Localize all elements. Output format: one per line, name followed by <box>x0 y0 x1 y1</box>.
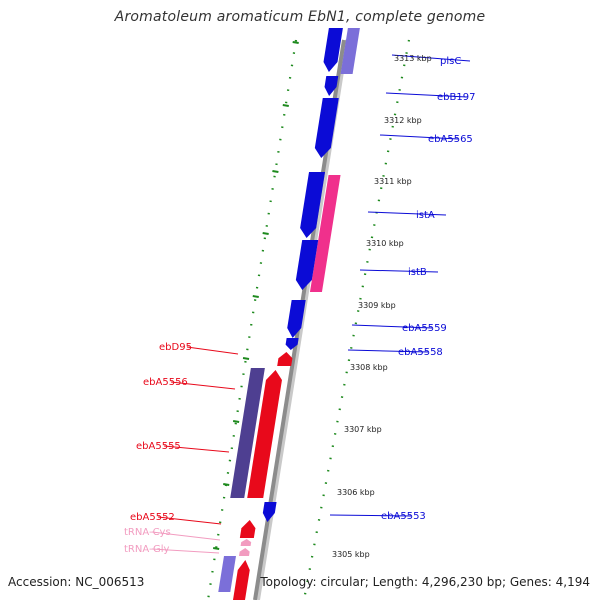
gene-label: ebA5559 <box>402 323 447 334</box>
ruler-tick <box>232 420 240 423</box>
gene-label: ebA5555 <box>136 441 181 452</box>
label-leaders <box>151 54 471 554</box>
leader-line <box>163 445 230 453</box>
ruler-tick <box>252 295 259 298</box>
leader-line <box>385 92 468 98</box>
gene-label: ebD95 <box>159 342 192 353</box>
leader-line <box>367 211 447 216</box>
gene-eba5558 <box>285 338 299 350</box>
leader-line <box>391 54 471 62</box>
tick-label: 3310 kbp <box>366 239 404 248</box>
gene-trna-cys <box>240 539 252 546</box>
tick-label: 3307 kbp <box>344 425 382 434</box>
ruler-tick <box>242 357 250 360</box>
ruler-tick <box>223 483 230 486</box>
gene-label: tRNA-Cys <box>124 527 171 538</box>
gene-ista-ins <box>309 175 341 292</box>
map-title: Aromatoleum aromaticum EbN1, complete ge… <box>114 9 486 25</box>
gene-labels: plsC ebB197 ebA5565 istA istB ebA5559 ebA5558 e… <box>124 56 475 555</box>
tick-label: 3308 kbp <box>350 363 388 372</box>
gene-ista <box>300 172 326 238</box>
ruler-tick <box>262 232 269 235</box>
gene-label: ebB197 <box>437 92 475 103</box>
ruler-tick <box>272 170 279 173</box>
ruler-left <box>206 39 298 600</box>
gene-ebd95 <box>277 352 293 366</box>
gene-eba5555 <box>247 370 282 498</box>
tick-labels: 3313 kbp 3312 kbp 3311 kbp 3310 kbp 3309 kbp… <box>332 54 432 559</box>
leader-line <box>359 269 439 273</box>
ruler-tick <box>213 547 220 550</box>
leader-line <box>151 531 221 541</box>
gene-lower <box>233 560 250 600</box>
ruler-dots <box>206 39 411 600</box>
ruler-tick <box>282 104 289 107</box>
leader-line <box>157 516 222 525</box>
gene-label: tRNA-Gly <box>124 544 169 555</box>
gene-label: istB <box>408 267 427 278</box>
gene-eba5552 <box>239 520 256 538</box>
gene-label: ebA5565 <box>428 134 473 145</box>
gene-trna-gly <box>238 548 250 556</box>
gene-istb <box>295 240 319 290</box>
gene-label: plsC <box>440 56 461 67</box>
leader-line <box>186 346 239 355</box>
gene-label: ebA5553 <box>381 511 426 522</box>
tick-label: 3313 kbp <box>394 54 432 63</box>
ruler-tick <box>292 41 299 44</box>
tick-label: 3305 kbp <box>332 550 370 559</box>
tick-label: 3309 kbp <box>358 301 396 310</box>
gene-eba5559 <box>287 300 306 338</box>
tick-label: 3306 kbp <box>337 488 375 497</box>
gene-label: ebA5556 <box>143 377 188 388</box>
tick-label: 3312 kbp <box>384 116 422 125</box>
leader-line <box>329 514 412 517</box>
gene-ebb197-alt <box>340 28 360 74</box>
accession-text: Accession: NC_006513 <box>8 575 145 589</box>
leader-line <box>351 324 433 329</box>
leader-line <box>347 349 429 353</box>
gene-label: ebA5552 <box>130 512 175 523</box>
tick-label: 3311 kbp <box>374 177 412 186</box>
leader-line <box>151 548 220 554</box>
gene-features <box>218 28 360 600</box>
gene-ebb197 <box>324 76 339 96</box>
leader-line <box>170 381 236 390</box>
gene-eba5553 <box>262 502 277 522</box>
gene-label: ebA5558 <box>398 347 443 358</box>
gene-eba5565 <box>314 98 339 158</box>
gene-lower-alt <box>218 556 236 592</box>
summary-text: Topology: circular; Length: 4,296,230 bp… <box>260 575 590 589</box>
gene-label: istA <box>416 210 435 221</box>
gene-eba5556 <box>230 368 265 498</box>
leader-line <box>379 134 459 140</box>
gene-plsc <box>323 28 343 72</box>
